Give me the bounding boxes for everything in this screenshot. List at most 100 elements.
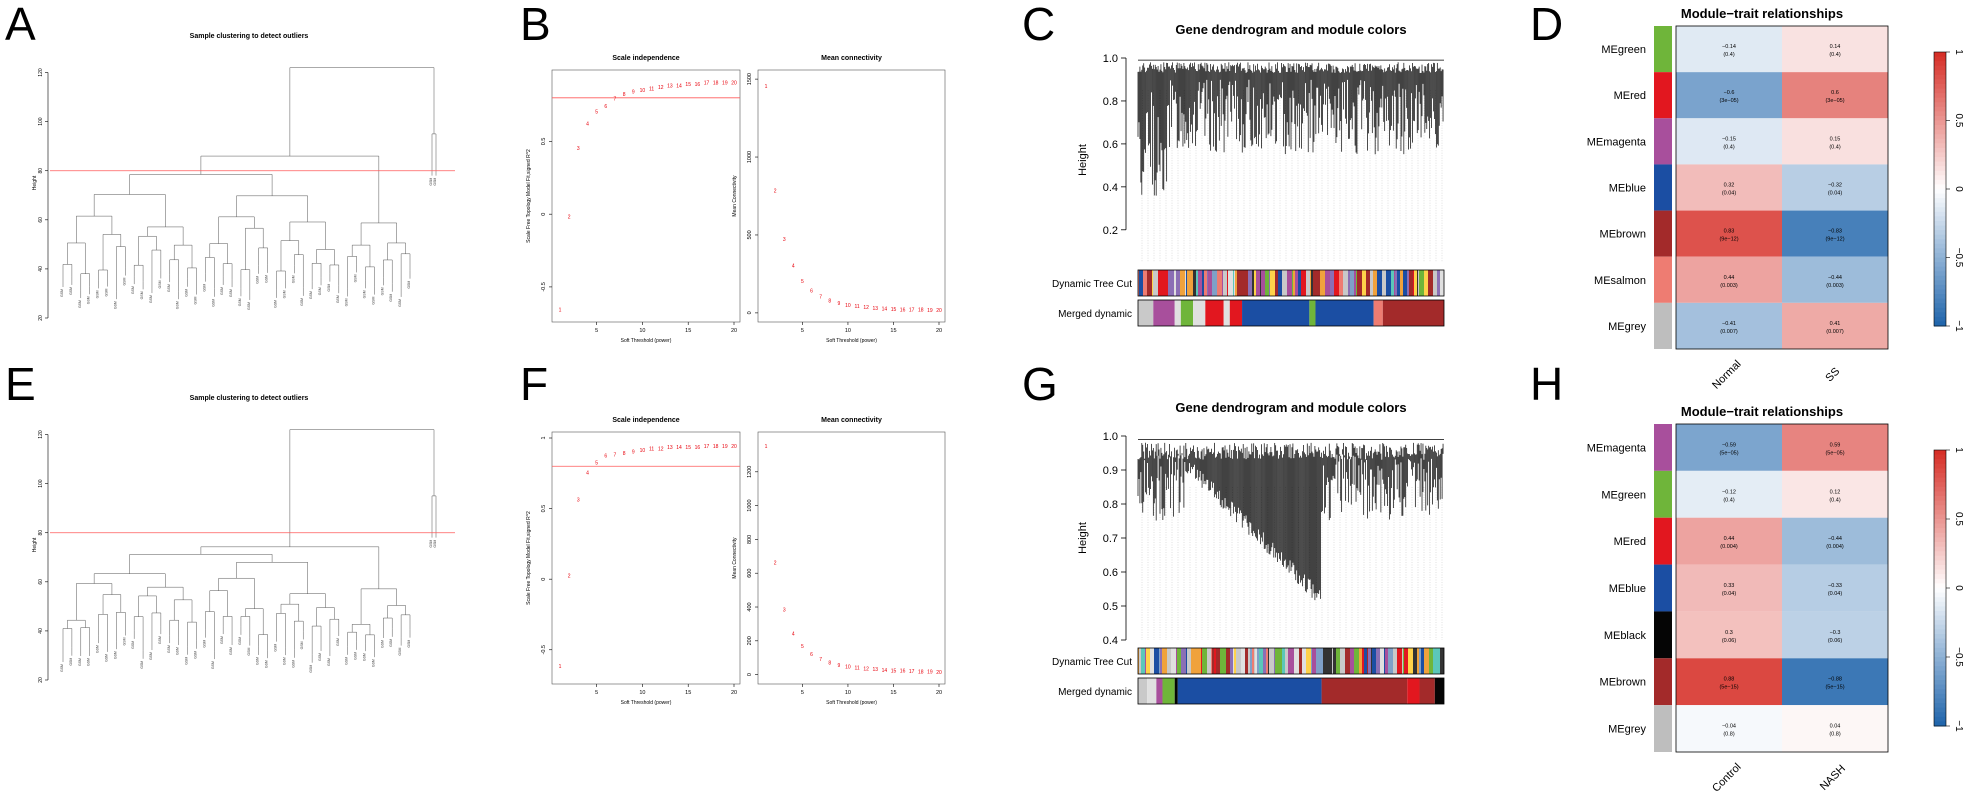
legend-gradient-step [1934, 638, 1946, 644]
leaf-label: GSM [220, 636, 224, 644]
tree-cut-stripe [1226, 648, 1230, 674]
legend-gradient-step [1934, 509, 1946, 515]
data-point-label: 18 [918, 308, 924, 314]
merged-module-segment [1309, 300, 1316, 326]
legend-gradient-step [1934, 643, 1946, 649]
tree-cut-stripe [1428, 270, 1433, 296]
legend-gradient-step [1934, 83, 1946, 90]
legend-gradient-step [1934, 551, 1946, 557]
legend-gradient-step [1934, 661, 1946, 667]
data-point-label: 9 [837, 301, 840, 307]
legend-gradient-step [1934, 257, 1946, 263]
cell-correlation: 0.44 [1724, 275, 1735, 281]
module-color-swatch [1654, 118, 1672, 165]
data-point-label: 5 [595, 110, 598, 116]
legend-gradient-step [1934, 79, 1946, 85]
plot-frame [551, 431, 741, 685]
tree-cut-stripe [1139, 648, 1141, 674]
data-point-label: 20 [731, 81, 737, 87]
cell-correlation: 0.41 [1830, 321, 1841, 327]
tree-cut-stripe [1259, 648, 1263, 674]
cell-pvalue: (0.8) [1723, 732, 1734, 738]
data-point-label: 18 [713, 444, 719, 450]
tree-cut-stripe [1417, 648, 1419, 674]
heatmap-cell [1676, 564, 1782, 612]
leaf-label: GSM [78, 300, 82, 308]
panel-letter-E: E [5, 358, 36, 410]
module-label: MEgrey [1608, 724, 1646, 736]
gene-dendrogram-title: Gene dendrogram and module colors [1175, 400, 1406, 415]
data-point-label: 16 [900, 669, 906, 675]
leaf-label: GSM [345, 298, 349, 306]
legend-gradient-step [1934, 152, 1946, 158]
data-point-label: 4 [792, 631, 795, 637]
legend-gradient-step [1934, 161, 1946, 167]
y-tick-label: 100 [38, 479, 44, 488]
legend-gradient-step [1934, 693, 1946, 699]
tree-cut-stripe [1245, 648, 1246, 674]
legend-gradient-step [1934, 675, 1946, 681]
heatmap-cell [1782, 164, 1888, 211]
y-tick-label: 60 [38, 579, 44, 585]
heatmap-cell [1782, 517, 1888, 565]
y-tick-label: 80 [38, 530, 44, 536]
cell-pvalue: (0.04) [1722, 191, 1737, 197]
data-point-label: 17 [704, 444, 710, 450]
data-point-label: 8 [828, 299, 831, 305]
tree-cut-stripe [1417, 270, 1418, 296]
y-tick-label: 0.4 [1103, 635, 1118, 647]
y-tick-label: 1000 [747, 499, 753, 511]
legend-gradient-step [1934, 615, 1946, 621]
leaf-label: GSM [104, 654, 108, 662]
module-label: MEblue [1609, 183, 1646, 195]
cell-pvalue: (0.004) [1826, 544, 1844, 550]
legend-gradient-step [1934, 486, 1946, 492]
y-tick-label: 0.2 [1103, 225, 1118, 237]
x-tick-label: 10 [845, 690, 851, 696]
tree-cut-stripe [1268, 270, 1269, 296]
cell-pvalue: (0.06) [1828, 638, 1843, 644]
heatmap-cell [1676, 517, 1782, 565]
legend-gradient-step [1934, 606, 1946, 612]
leaf-label: GSM [407, 281, 411, 289]
heatmap-cell [1676, 164, 1782, 211]
tree-cut-stripe [1339, 270, 1343, 296]
tree-cut-stripe [1292, 270, 1293, 296]
tree-cut-stripe [1410, 648, 1413, 674]
legend-gradient-step [1934, 275, 1946, 281]
data-point-label: 12 [658, 447, 664, 453]
y-tick-label: 600 [747, 569, 753, 578]
data-point-label: 1 [765, 444, 768, 450]
tree-cut-stripe [1270, 270, 1275, 296]
legend-gradient-step [1934, 166, 1946, 172]
legend-tick-label: 1 [1953, 49, 1964, 55]
y-tick-label: 0.5 [1103, 601, 1118, 613]
data-point-label: 5 [801, 644, 804, 650]
legend-gradient-step [1934, 157, 1946, 163]
legend-gradient-step [1934, 459, 1946, 465]
tree-cut-stripe [1168, 270, 1173, 296]
module-label: MEsalmon [1594, 275, 1646, 287]
x-tick-label: 5 [801, 690, 804, 696]
legend-gradient-step [1934, 689, 1946, 695]
legend-gradient-step [1934, 542, 1946, 548]
x-axis-label: Soft Threshold (power) [826, 700, 877, 706]
leaf-label: GSM [247, 302, 251, 310]
tree-cut-stripe [1204, 270, 1207, 296]
legend-gradient-step [1934, 207, 1946, 213]
tree-cut-stripe [1388, 648, 1393, 674]
tree-cut-stripe [1176, 648, 1177, 674]
legend-gradient-step [1934, 611, 1946, 617]
tree-cut-stripe [1217, 270, 1222, 296]
panel-e-sample-dendrogram: Sample clustering to detect outliers Heig… [32, 395, 455, 683]
tree-cut-stripe [1325, 270, 1330, 296]
tree-cut-stripe [1306, 270, 1310, 296]
data-point-label: 15 [685, 82, 691, 88]
module-label: MEgreen [1601, 489, 1646, 501]
tree-cut-stripe [1241, 270, 1244, 296]
legend-gradient-step [1934, 193, 1946, 199]
heatmap-cell [1782, 210, 1888, 257]
y-tick-label: 0.9 [1103, 465, 1118, 477]
data-point-label: 9 [632, 89, 635, 95]
panel-letter-A: A [5, 0, 36, 50]
